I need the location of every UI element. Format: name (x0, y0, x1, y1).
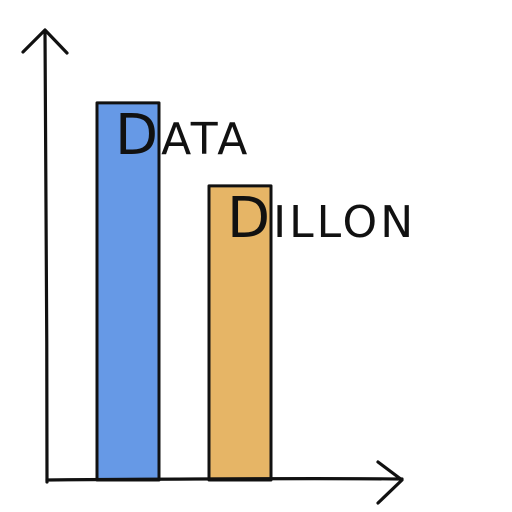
bar-data (95, 101, 161, 482)
bar-label-dillon: DILLON (227, 186, 416, 251)
axes-layer (21, 28, 404, 505)
bar-dillon (207, 184, 273, 482)
bar-label-data: DATA (115, 103, 250, 168)
bars-layer (95, 101, 273, 482)
y-axis-line (43, 30, 49, 484)
y-axis-arrowhead (21, 28, 69, 55)
labels-layer: DATA DILLON (115, 103, 416, 251)
x-axis-line (45, 476, 404, 482)
x-axis-arrowhead (376, 460, 404, 505)
